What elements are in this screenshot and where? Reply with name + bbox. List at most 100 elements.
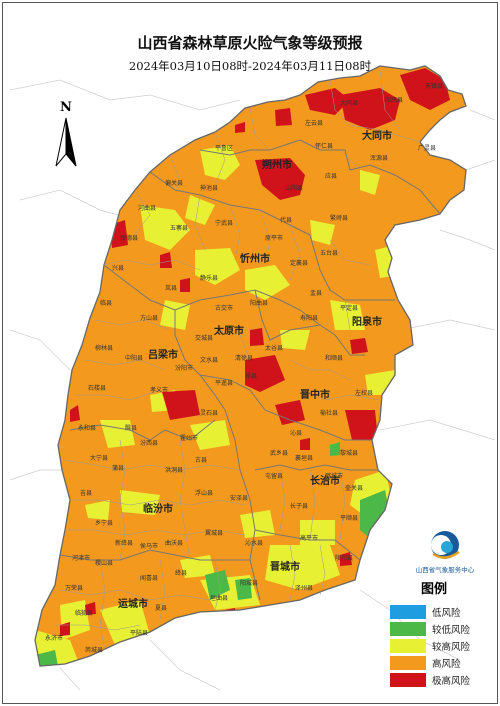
- county-label: 寿阳县: [300, 314, 318, 322]
- county-label: 定襄县: [290, 259, 308, 267]
- county-label: 安泽县: [230, 494, 248, 502]
- county-label: 怀仁县: [315, 142, 333, 150]
- province-boundary: [34, 65, 467, 667]
- county-label: 盂县: [310, 290, 322, 297]
- county-label: 沁水县: [245, 539, 263, 547]
- county-label: 应县: [325, 172, 337, 180]
- legend-swatch: [390, 605, 426, 619]
- map-title: 山西省森林草原火险气象等级预报: [137, 34, 363, 52]
- county-label: 阳曲县: [250, 299, 268, 307]
- county-label: 左云县: [305, 119, 323, 127]
- county-label: 洪洞县: [165, 466, 183, 474]
- county-label: 灵石县: [200, 410, 218, 417]
- county-label: 兴县: [112, 264, 124, 272]
- county-label: 夏县: [155, 605, 167, 612]
- legend-swatch: [390, 639, 426, 653]
- county-label: 蒲县: [112, 464, 124, 472]
- county-label: 五台县: [320, 249, 338, 257]
- city-label-yuncheng: 运城市: [118, 597, 148, 610]
- city-label-changzhi: 长治市: [310, 474, 340, 487]
- county-label: 繁峙县: [330, 214, 348, 222]
- county-label: 方山县: [140, 314, 158, 322]
- county-label: 侯马市: [140, 542, 158, 550]
- legend-label: 高风险: [432, 659, 461, 670]
- county-label: 代县: [280, 216, 292, 224]
- county-label: 浑源县: [370, 154, 388, 162]
- county-label: 高平市: [300, 534, 318, 542]
- city-label-lvliang: 吕梁市: [148, 348, 178, 361]
- county-label: 绛县: [175, 569, 187, 577]
- legend-label: 低风险: [432, 608, 461, 619]
- county-label: 平鲁区: [215, 144, 233, 152]
- moderately-low-risk-areas: [35, 442, 390, 666]
- county-label: 平顺县: [340, 515, 358, 522]
- legend-item-high: 高风险: [390, 655, 490, 671]
- legend: 图例 低风险 较低风险 较高风险 高风险 极高风险: [390, 578, 490, 689]
- county-label: 襄垣县: [295, 454, 313, 462]
- county-label: 古县: [195, 456, 207, 464]
- city-label-datong: 大同市: [362, 129, 392, 142]
- county-label: 交城县: [195, 334, 213, 342]
- county-label: 隰县: [125, 424, 137, 432]
- logo-text: 山西省气象服务中心: [415, 566, 475, 574]
- county-label: 沁县: [290, 429, 302, 437]
- county-label: 黎城县: [340, 449, 358, 457]
- county-label: 曲沃县: [165, 539, 183, 547]
- legend-swatch: [390, 622, 426, 636]
- legend-swatch: [390, 656, 426, 670]
- county-label: 临县: [100, 299, 112, 307]
- city-label-jinzhong: 晋中市: [300, 388, 330, 401]
- county-label: 稷山县: [95, 559, 113, 567]
- county-label: 左权县: [355, 389, 373, 397]
- city-label-xinzhou: 忻州市: [240, 252, 270, 265]
- county-label: 垣曲县: [210, 594, 228, 602]
- county-label: 壶关县: [345, 484, 363, 492]
- north-arrow-icon: N: [48, 100, 84, 172]
- county-label: 屯留县: [265, 472, 283, 480]
- county-label: 古交市: [215, 304, 233, 312]
- county-label: 永和县: [78, 424, 96, 432]
- county-label: 潞城市: [325, 472, 343, 480]
- legend-title: 图例: [420, 582, 447, 597]
- meteorological-logo: 山西省气象服务中心: [405, 528, 485, 588]
- county-label: 偏关县: [165, 179, 183, 187]
- county-label: 柳林县: [95, 344, 113, 352]
- county-label: 河曲县: [138, 204, 156, 212]
- county-label: 闻喜县: [140, 574, 158, 582]
- city-label-linfen: 临汾市: [143, 502, 173, 515]
- city-label-taiyuan: 太原市: [213, 324, 244, 337]
- county-label: 河津市: [72, 554, 90, 562]
- legend-label: 极高风险: [432, 676, 471, 687]
- county-label: 太谷县: [265, 344, 283, 352]
- north-label: N: [60, 100, 72, 115]
- county-label: 孝义市: [150, 386, 168, 394]
- county-label: 武乡县: [270, 449, 288, 457]
- county-label: 霍州市: [180, 434, 198, 442]
- legend-label: 较高风险: [432, 642, 471, 653]
- county-label: 平遥县: [215, 379, 233, 387]
- county-label: 静乐县: [200, 274, 218, 282]
- county-label: 芮城县: [85, 646, 103, 654]
- county-label: 临猗县: [75, 609, 93, 617]
- county-boundaries: [55, 69, 421, 651]
- county-label: 保德县: [120, 234, 138, 242]
- county-label: 山阴县: [285, 184, 303, 192]
- county-label: 万荣县: [65, 584, 83, 592]
- county-label: 广灵县: [418, 144, 436, 152]
- county-label: 乡宁县: [95, 519, 113, 527]
- county-label: 泽州县: [295, 584, 313, 592]
- county-label: 长子县: [290, 502, 308, 510]
- county-label: 天镇县: [425, 82, 443, 90]
- map-subtitle: 2024年03月10日08时-2024年03月11日08时: [128, 59, 372, 73]
- county-label: 文水县: [200, 356, 218, 364]
- legend-item-moderately-low: 较低风险: [390, 621, 490, 637]
- county-label: 和顺县: [325, 354, 343, 362]
- county-label: 清徐县: [235, 354, 253, 362]
- county-label: 新绛县: [115, 539, 133, 547]
- legend-item-low: 低风险: [390, 604, 490, 620]
- county-label: 陵川县: [335, 554, 353, 562]
- county-label: 石楼县: [88, 384, 106, 392]
- legend-item-moderately-high: 较高风险: [390, 638, 490, 654]
- county-label: 宁武县: [215, 219, 233, 227]
